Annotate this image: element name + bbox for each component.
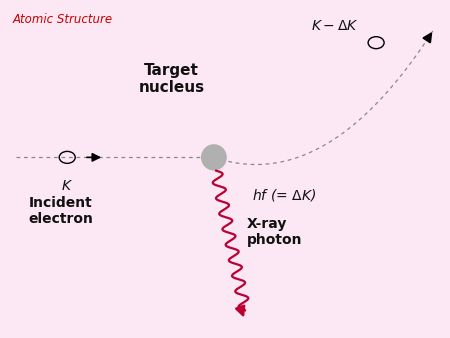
- Ellipse shape: [202, 145, 226, 170]
- Text: X-ray
photon: X-ray photon: [247, 217, 303, 247]
- Text: Target
nucleus: Target nucleus: [139, 63, 205, 95]
- Text: $K-\Delta K$: $K-\Delta K$: [310, 19, 358, 33]
- Text: Incident
electron: Incident electron: [28, 196, 93, 226]
- Text: $K$: $K$: [61, 179, 73, 193]
- Text: Atomic Structure: Atomic Structure: [13, 13, 112, 26]
- Text: $hf$ (= $\Delta K$): $hf$ (= $\Delta K$): [252, 187, 316, 203]
